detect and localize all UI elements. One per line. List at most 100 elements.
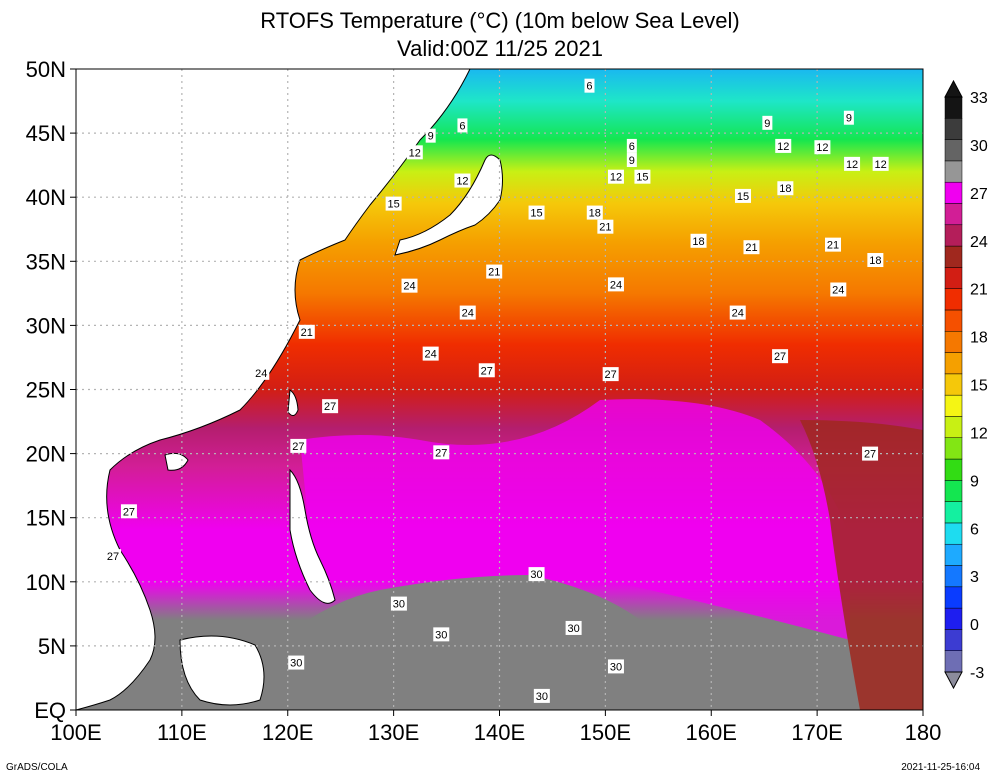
contour-label-box (253, 365, 270, 380)
contour-label: 18 (692, 236, 704, 248)
footer-credit: GrADS/COLA (6, 762, 68, 773)
asia-mainland (75, 68, 471, 711)
lat-tick-label: 30N (26, 313, 66, 338)
contour-label: 15 (388, 199, 400, 211)
colorbar-segment (944, 267, 963, 289)
colorbar-segment (944, 288, 963, 311)
contour-label: 27 (774, 351, 786, 363)
eastern-warm-band (800, 420, 923, 710)
contour-label-box (867, 253, 884, 268)
contour-label: 27 (324, 401, 336, 413)
contour-label: 12 (409, 147, 421, 159)
contour-labels: 6 6 6 9 9 9 9 12 12 12 12 12 12 12 15 15 15 15 18 18 18 18 21 2… (105, 78, 889, 703)
contour-label: 27 (123, 506, 135, 518)
warm-pool-region (300, 399, 850, 640)
contour-label-box (425, 128, 436, 143)
contour-label-box (457, 118, 468, 133)
contour-label-box (105, 549, 122, 564)
contour-label-box (120, 504, 137, 519)
colorbar-min-arrow (944, 671, 963, 690)
contour-label: 24 (255, 368, 267, 380)
contour-label: 30 (435, 629, 447, 641)
contour-label: 21 (827, 240, 839, 252)
contour-label: 24 (832, 285, 844, 297)
contour-label-box (584, 78, 595, 93)
contour-label-box (422, 346, 439, 361)
contour-label-box (762, 115, 773, 130)
contour-label: 12 (610, 172, 622, 184)
contour-label: 12 (846, 159, 858, 171)
colorbar-label: 6 (970, 521, 979, 538)
contour-label: 30 (393, 599, 405, 611)
colorbar-segment (944, 586, 963, 609)
contour-label-box (626, 153, 637, 168)
contour-label-box (634, 169, 651, 184)
contour-label-box (777, 181, 794, 196)
lon-tick-label: 160E (686, 720, 737, 745)
contour-label-box (843, 110, 854, 125)
colorbar-label: 27 (970, 186, 988, 203)
colorbar-segment (944, 352, 963, 375)
contour-label: 15 (636, 172, 648, 184)
colorbar: -3 0 3 6 9 12 15 18 21 24 27 30 33 (944, 79, 988, 690)
contour-label: 21 (599, 222, 611, 234)
contour-label-box (486, 264, 503, 279)
colorbar-label: -3 (970, 665, 984, 682)
lat-tick-label: 20N (26, 442, 66, 467)
contour-label-box (406, 145, 423, 160)
contour-label-box (528, 567, 545, 582)
contour-label-box (830, 282, 847, 297)
latitude-axis: EQ 5N 10N 15N 20N 25N 30N 35N 40N 45N 50N (26, 57, 76, 723)
contour-label: 15 (737, 191, 749, 203)
contour-label: 6 (629, 141, 635, 153)
philippines (289, 468, 336, 604)
contour-label-box (528, 205, 545, 220)
contour-label: 24 (425, 349, 437, 361)
lon-tick-label: 180 (905, 720, 942, 745)
lon-tick-label: 140E (474, 720, 525, 745)
contour-label: 30 (536, 691, 548, 703)
contour-label: 30 (530, 569, 542, 581)
colorbar-label: 0 (970, 617, 979, 634)
colorbar-label: 30 (970, 138, 988, 155)
contour-label-box (433, 627, 450, 642)
colorbar-segment (944, 309, 963, 332)
contour-label-box (459, 305, 476, 320)
lat-tick-label: 5N (38, 634, 66, 659)
contour-label-box (862, 446, 879, 461)
contour-label: 18 (869, 255, 881, 267)
contour-label-box (844, 156, 861, 171)
colorbar-label: 33 (970, 90, 988, 107)
contour-label: 9 (764, 118, 770, 130)
contour-label: 27 (435, 447, 447, 459)
contour-label-box (743, 240, 760, 255)
contour-label-box (602, 367, 619, 382)
colorbar-segment (944, 458, 963, 481)
contour-label-box (775, 138, 792, 153)
contour-label: 24 (732, 308, 744, 320)
colorbar-label: 3 (970, 569, 979, 586)
colorbar-segment (944, 650, 963, 673)
colorbar-segment (944, 437, 963, 460)
contour-label: 27 (481, 365, 493, 377)
lat-tick-label: 40N (26, 185, 66, 210)
lon-tick-label: 170E (791, 720, 842, 745)
contour-label-box (772, 349, 789, 364)
contour-label: 9 (846, 113, 852, 125)
map-subtitle: Valid:00Z 11/25 2021 (397, 36, 603, 61)
japan-islands (394, 154, 503, 256)
contour-label-box (290, 438, 307, 453)
contour-label-box (626, 138, 637, 153)
contour-label: 9 (629, 155, 635, 167)
colorbar-segment (944, 139, 963, 162)
lat-tick-label: 25N (26, 378, 66, 403)
colorbar-segment (944, 181, 963, 204)
colorbar-label: 21 (970, 282, 988, 299)
contour-label-box (607, 169, 624, 184)
lon-tick-label: 130E (368, 720, 419, 745)
contour-label-box (597, 219, 614, 234)
contour-label: 18 (779, 183, 791, 195)
contour-label: 12 (777, 141, 789, 153)
colorbar-segment (944, 416, 963, 438)
